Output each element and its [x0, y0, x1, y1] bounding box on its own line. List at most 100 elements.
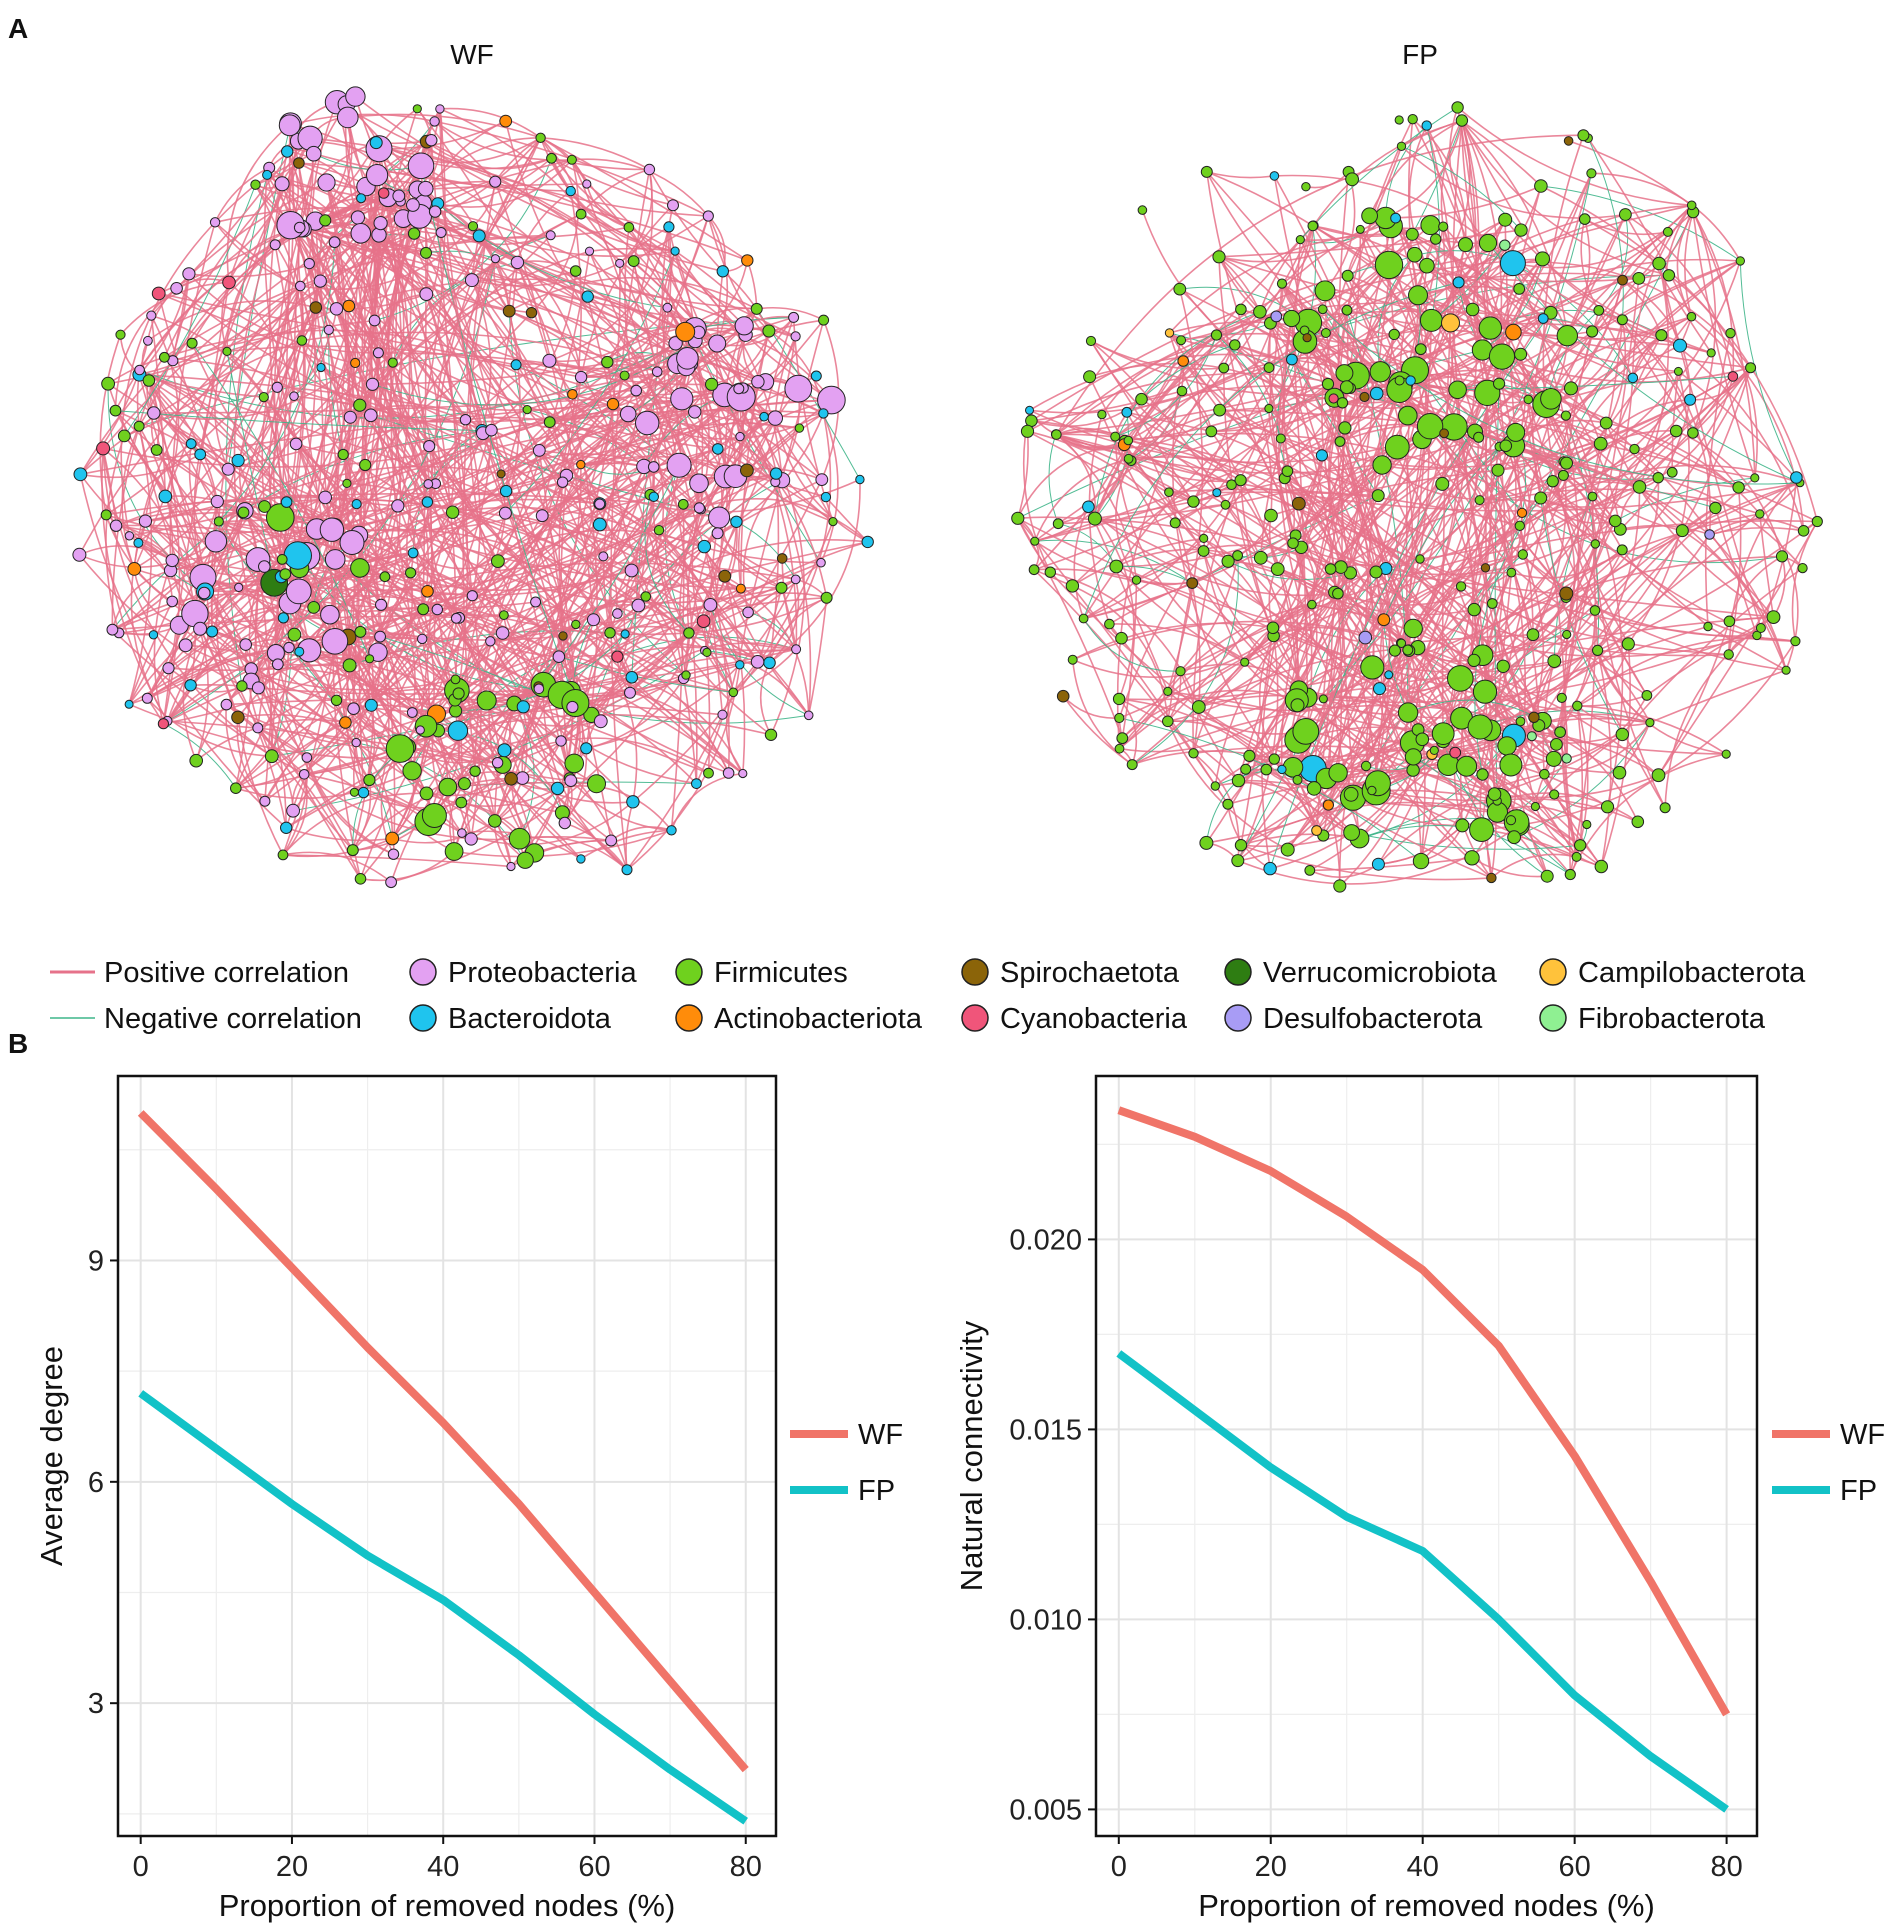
- series-line-wf: [1117, 1106, 1731, 1717]
- node-proteobacteria: [489, 175, 502, 188]
- node-firmicutes: [1307, 599, 1317, 610]
- legend-desulfobacterota-swatch: [1224, 1004, 1252, 1032]
- positive-correlation-edge: [1378, 824, 1463, 865]
- node-fibrobacterota: [1561, 753, 1572, 764]
- plot-frame: [1094, 1074, 1759, 1838]
- node-firmicutes: [775, 581, 788, 594]
- positive-correlation-edge: [706, 651, 810, 716]
- node-firmicutes: [1320, 328, 1331, 338]
- node-proteobacteria: [350, 223, 372, 244]
- node-firmicutes: [1534, 179, 1548, 193]
- node-firmicutes: [1372, 455, 1392, 475]
- node-bacteroidota: [1121, 406, 1133, 418]
- node-firmicutes: [1478, 316, 1503, 340]
- positive-correlation-edge: [633, 260, 796, 338]
- positive-correlation-edge: [440, 232, 483, 431]
- positive-correlation-edge: [301, 234, 380, 341]
- node-firmicutes: [1564, 868, 1576, 881]
- node-proteobacteria: [466, 590, 478, 602]
- positive-correlation-edge: [1542, 134, 1648, 696]
- node-firmicutes: [1290, 698, 1305, 713]
- positive-correlation-edge: [1094, 390, 1183, 519]
- node-firmicutes: [1212, 250, 1226, 264]
- positive-correlation-edge: [1549, 173, 1593, 314]
- node-firmicutes: [319, 214, 332, 227]
- positive-correlation-edge: [1620, 524, 1710, 536]
- node-proteobacteria: [593, 714, 608, 729]
- node-proteobacteria: [647, 461, 660, 473]
- positive-correlation-edge: [1407, 649, 1660, 776]
- positive-correlation-edge: [1030, 308, 1242, 422]
- positive-correlation-edge: [1179, 670, 1240, 782]
- node-firmicutes: [1164, 487, 1174, 498]
- node-proteobacteria: [204, 530, 228, 553]
- positive-correlation-edge: [128, 601, 173, 705]
- positive-correlation-edge: [1307, 321, 1540, 726]
- node-spirochaetota: [1056, 689, 1070, 703]
- node-firmicutes: [1562, 629, 1572, 640]
- positive-correlation-edge: [774, 417, 869, 543]
- positive-correlation-edge: [1624, 214, 1712, 354]
- positive-correlation-edge: [1127, 311, 1261, 441]
- node-bacteroidota: [277, 612, 289, 624]
- node-firmicutes: [1577, 129, 1590, 142]
- positive-correlation-edge: [1211, 430, 1504, 667]
- positive-correlation-edge: [390, 620, 705, 883]
- positive-correlation-edge: [1126, 411, 1212, 433]
- node-firmicutes: [683, 627, 695, 639]
- positive-correlation-edge: [541, 488, 651, 517]
- positive-correlation-edge: [508, 190, 572, 312]
- node-firmicutes: [1469, 817, 1494, 842]
- positive-correlation-edge: [335, 308, 684, 680]
- positive-correlation-edge: [1017, 443, 1125, 519]
- node-firmicutes: [354, 873, 367, 885]
- positive-correlation-edge: [703, 546, 730, 774]
- positive-correlation-edge: [1277, 477, 1296, 570]
- network-wf-title: WF: [450, 39, 494, 70]
- node-bacteroidota: [184, 679, 197, 692]
- positive-correlation-edge: [119, 281, 230, 336]
- node-firmicutes: [1755, 623, 1766, 633]
- node-bacteroidota: [1082, 500, 1095, 514]
- node-actinobacteriota: [339, 716, 352, 729]
- node-firmicutes: [820, 591, 833, 604]
- positive-correlation-edge: [453, 829, 672, 858]
- node-proteobacteria: [624, 563, 639, 578]
- node-actinobacteriota: [342, 299, 356, 313]
- node-firmicutes: [1550, 738, 1563, 751]
- node-proteobacteria: [495, 626, 510, 640]
- node-firmicutes: [1374, 250, 1404, 280]
- positive-correlation-edge: [150, 315, 180, 497]
- positive-correlation-edge: [235, 787, 355, 800]
- node-firmicutes: [1240, 657, 1250, 667]
- positive-correlation-edge: [411, 691, 631, 772]
- node-proteobacteria: [271, 381, 283, 393]
- positive-correlation-edge: [190, 652, 276, 686]
- node-firmicutes: [1416, 413, 1444, 440]
- node-bacteroidota: [351, 499, 362, 510]
- node-firmicutes: [1234, 839, 1248, 852]
- x-tick-label: 40: [427, 1851, 459, 1883]
- legend-campilobacterota-swatch: [1539, 958, 1567, 986]
- node-firmicutes: [702, 647, 712, 658]
- x-tick-label: 20: [1255, 1851, 1287, 1883]
- node-firmicutes: [150, 444, 163, 456]
- node-proteobacteria: [555, 735, 567, 747]
- negative-correlation-edge: [123, 184, 256, 437]
- node-firmicutes: [1752, 630, 1762, 641]
- node-firmicutes: [1020, 424, 1035, 438]
- node-bacteroidota: [730, 515, 743, 528]
- positive-correlation-edge: [1759, 513, 1799, 671]
- positive-correlation-edge: [1598, 309, 1634, 379]
- node-proteobacteria: [703, 598, 718, 612]
- positive-correlation-edge: [271, 688, 457, 757]
- positive-correlation-edge: [635, 464, 680, 606]
- positive-correlation-edge: [323, 203, 439, 530]
- node-campilobacterota: [1311, 825, 1322, 836]
- node-bacteroidota: [407, 547, 419, 559]
- positive-correlation-edge: [632, 521, 834, 803]
- node-proteobacteria: [631, 598, 646, 613]
- y-tick-label: 3: [88, 1688, 104, 1720]
- node-proteobacteria: [587, 613, 600, 627]
- negative-correlation-edge: [139, 331, 699, 419]
